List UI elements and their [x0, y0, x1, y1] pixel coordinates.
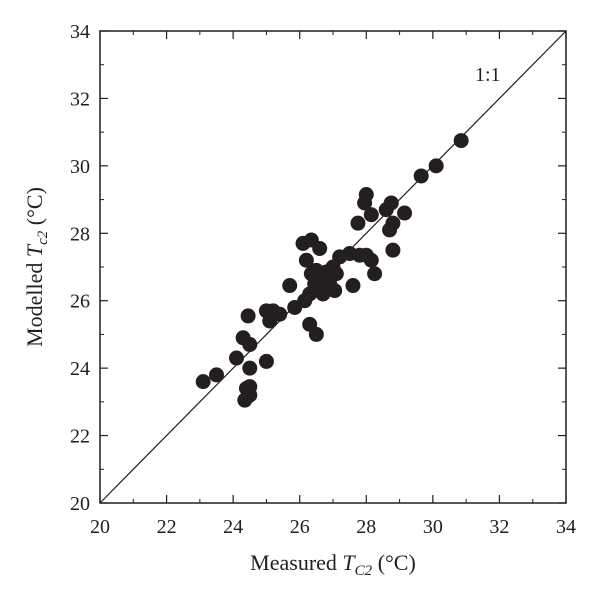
data-point [367, 266, 383, 282]
y-axis-label: Modelled Tc2 (°C) [22, 187, 51, 347]
y-tick-labels: 20 22 24 26 28 30 32 34 [70, 21, 90, 515]
one-to-one-label: 1:1 [475, 64, 501, 86]
x-tick-label: 26 [290, 516, 310, 538]
data-point [195, 374, 211, 390]
data-point [385, 242, 401, 258]
data-point [385, 215, 401, 231]
x-tick-label: 22 [157, 516, 177, 538]
y-tick-label: 34 [70, 21, 90, 43]
axis-ticks [99, 30, 567, 504]
data-point [282, 278, 298, 294]
x-tick-label: 28 [356, 516, 376, 538]
x-tick-label: 20 [90, 516, 110, 538]
data-point [312, 240, 328, 256]
x-tick-label: 32 [489, 516, 509, 538]
x-tick-label: 24 [223, 516, 243, 538]
data-point [209, 367, 224, 383]
y-tick-label: 28 [70, 223, 90, 245]
data-point [363, 207, 379, 223]
x-tick-label: 30 [423, 516, 443, 538]
data-point [350, 215, 366, 231]
data-point [428, 158, 444, 174]
y-tick-label: 30 [70, 156, 90, 178]
data-point [272, 306, 288, 322]
data-point [242, 360, 258, 376]
data-point [453, 133, 469, 149]
x-axis-label: Measured TC2 (°C) [250, 550, 416, 579]
y-tick-label: 26 [70, 291, 90, 313]
data-point [345, 278, 361, 294]
data-point [413, 168, 429, 184]
data-point [327, 283, 343, 299]
y-tick-label: 32 [70, 88, 90, 110]
x-tick-label: 34 [556, 516, 576, 538]
y-tick-label: 24 [70, 358, 90, 380]
data-point [240, 308, 256, 324]
data-point [242, 337, 258, 353]
data-point [308, 326, 324, 342]
data-point [363, 252, 379, 268]
data-point [383, 195, 399, 211]
data-point [298, 252, 314, 268]
data-point [397, 205, 413, 221]
data-point [242, 387, 258, 403]
x-tick-labels: 20 22 24 26 28 30 32 34 [90, 516, 576, 538]
y-tick-label: 20 [70, 493, 90, 515]
y-tick-label: 22 [70, 426, 90, 448]
data-point [258, 353, 274, 369]
data-points [195, 133, 469, 408]
data-point [228, 350, 244, 366]
data-point [328, 266, 344, 282]
data-point [357, 195, 373, 211]
